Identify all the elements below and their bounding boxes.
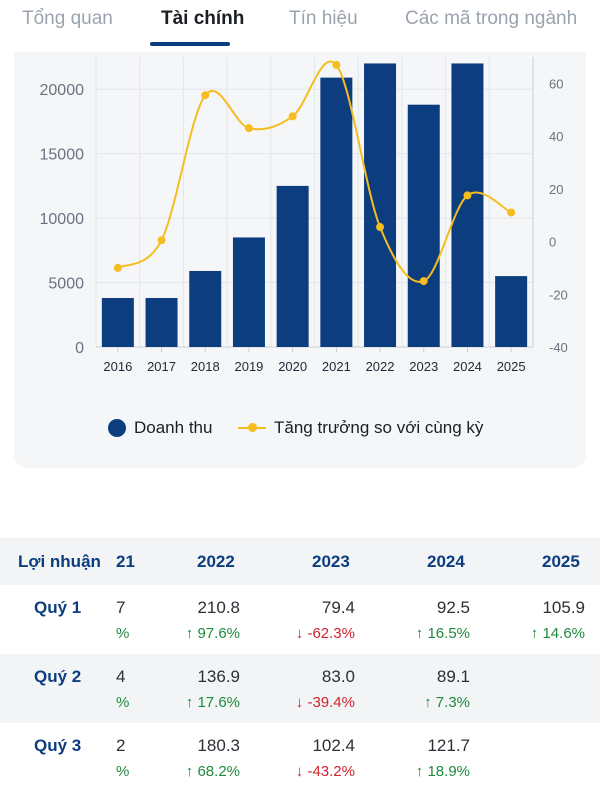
- table-cell-pct-partial: %: [116, 625, 130, 642]
- table-cell-growth: ↑ 7.3%: [424, 694, 470, 711]
- table-cell-growth: ↓ -62.3%: [295, 625, 355, 642]
- table-cell-growth: ↓ -39.4%: [295, 694, 355, 711]
- table-cell-value-partial: 2: [116, 736, 126, 755]
- revenue-bar: [189, 270, 222, 347]
- profit-table: Lợi nhuận 21 2022 2023 2024 2025 Quý 1 7%…: [0, 538, 600, 800]
- legend-line-swatch: [238, 423, 266, 432]
- chart-legend: Doanh thu Tăng trưởng so với cùng kỳ: [0, 418, 600, 446]
- legend-item-growth[interactable]: Tăng trưởng so với cùng kỳ: [238, 418, 483, 438]
- tab-finance[interactable]: Tài chính: [161, 8, 245, 29]
- y-axis-right-tick-label: 60: [549, 76, 563, 91]
- tab-signals[interactable]: Tín hiệu: [289, 8, 358, 29]
- table-cell-value: 92.5: [436, 598, 470, 617]
- active-tab-indicator: [150, 42, 230, 46]
- table-cell-value: 79.4: [321, 598, 355, 617]
- table-cell-value: 121.7: [427, 736, 470, 755]
- y-axis-right-tick-label: -20: [549, 287, 568, 302]
- table-cell-pct-partial: %: [116, 694, 130, 711]
- table-cell-growth: ↑ 14.6%: [530, 625, 585, 642]
- revenue-bar: [364, 63, 397, 347]
- column-header-partial: 21: [116, 552, 135, 571]
- revenue-bar: [232, 237, 265, 347]
- table-cell-growth: ↑ 97.6%: [185, 625, 240, 642]
- growth-point: [113, 263, 122, 272]
- x-axis-tick-label: 2024: [453, 359, 482, 374]
- growth-point: [201, 91, 210, 100]
- table-header-row: Lợi nhuận 21 2022 2023 2024 2025: [0, 538, 600, 585]
- quarter-label: Quý 2: [34, 667, 82, 686]
- legend-bar-swatch: [108, 419, 126, 437]
- revenue-bar: [276, 185, 309, 347]
- column-header-2022: 2022: [197, 552, 235, 571]
- y-axis-left-tick-label: 5000: [48, 276, 84, 293]
- x-axis-tick-label: 2023: [409, 359, 438, 374]
- x-axis-tick-label: 2020: [278, 359, 307, 374]
- x-axis-tick-label: 2017: [147, 359, 176, 374]
- x-axis-tick-label: 2025: [497, 359, 526, 374]
- quarter-label: Quý 1: [34, 598, 82, 617]
- x-axis-tick-label: 2019: [234, 359, 263, 374]
- column-header-2023: 2023: [312, 552, 350, 571]
- revenue-bar: [407, 104, 440, 347]
- growth-point: [376, 223, 385, 232]
- table-cell-value: 180.3: [197, 736, 240, 755]
- table-header-label[interactable]: Lợi nhuận: [18, 552, 101, 571]
- y-axis-left-tick-label: 15000: [40, 147, 85, 164]
- table-cell-value: 102.4: [312, 736, 355, 755]
- tab-industry-stocks[interactable]: Các mã trong ngành: [405, 8, 578, 29]
- tab-overview[interactable]: Tổng quan: [22, 8, 113, 29]
- x-axis-tick-label: 2016: [103, 359, 132, 374]
- y-axis-left-tick-label: 10000: [40, 211, 85, 228]
- table-cell-growth: ↑ 17.6%: [185, 694, 240, 711]
- y-axis-left-tick-label: 0: [75, 340, 84, 357]
- table-row: Quý 1 7% 210.8 ↑ 97.6% 79.4 ↓ -62.3% 92.5 ↑ 16.…: [0, 585, 600, 654]
- table-cell-value-partial: 7: [116, 598, 126, 617]
- y-axis-right-tick-label: 40: [549, 129, 563, 144]
- table-cell-growth: ↑ 16.5%: [415, 625, 470, 642]
- quarter-label: Quý 3: [34, 736, 82, 755]
- growth-point: [507, 208, 516, 217]
- tab-bar: Tổng quan Tài chính Tín hiệu Các mã tron…: [0, 0, 600, 52]
- growth-point: [288, 112, 297, 121]
- y-axis-left-tick-label: 20000: [40, 82, 85, 99]
- y-axis-right-tick-label: 20: [549, 182, 563, 197]
- table-row: Quý 2 4% 136.9 ↑ 17.6% 83.0 ↓ -39.4% 89.1 ↑ 7.3…: [0, 654, 600, 723]
- x-axis-tick-label: 2018: [191, 359, 220, 374]
- legend-growth-label: Tăng trưởng so với cùng kỳ: [274, 418, 484, 437]
- table-cell-value: 89.1: [436, 667, 470, 686]
- growth-point: [463, 191, 472, 200]
- table-row: Quý 3 2% 180.3 ↑ 68.2% 102.4 ↓ -43.2% 121.7 ↑ 1…: [0, 723, 600, 792]
- legend-item-revenue[interactable]: Doanh thu: [108, 418, 212, 438]
- x-axis-tick-label: 2022: [366, 359, 395, 374]
- revenue-bar: [145, 298, 178, 347]
- revenue-bar: [320, 77, 353, 347]
- legend-revenue-label: Doanh thu: [134, 418, 213, 437]
- table-cell-growth: ↑ 68.2%: [185, 763, 240, 780]
- growth-point: [244, 124, 253, 133]
- column-header-2025: 2025: [542, 552, 580, 571]
- y-axis-right-tick-label: -40: [549, 340, 568, 355]
- table-cell-growth: ↑ 18.9%: [415, 763, 470, 780]
- growth-point: [332, 60, 341, 69]
- table-cell-growth: ↓ -43.2%: [295, 763, 355, 780]
- revenue-bar: [495, 276, 528, 347]
- table-cell-value: 136.9: [197, 667, 240, 686]
- table-cell-value: 210.8: [197, 598, 240, 617]
- table-cell-value: 105.9: [542, 598, 585, 617]
- growth-point: [157, 236, 166, 245]
- y-axis-right-tick-label: 0: [549, 235, 556, 250]
- x-axis-tick-label: 2021: [322, 359, 351, 374]
- column-header-2024: 2024: [427, 552, 465, 571]
- table-cell-value: 83.0: [321, 667, 355, 686]
- table-cell-value-partial: 4: [116, 667, 126, 686]
- revenue-growth-chart: 0 5000 10000 15000 20000 -40 -20 0 20 40 60 2016 201…: [40, 57, 568, 374]
- growth-point: [419, 277, 428, 286]
- revenue-bar: [101, 298, 134, 347]
- growth-line: [117, 60, 512, 283]
- table-cell-pct-partial: %: [116, 763, 130, 780]
- revenue-bar: [451, 63, 484, 347]
